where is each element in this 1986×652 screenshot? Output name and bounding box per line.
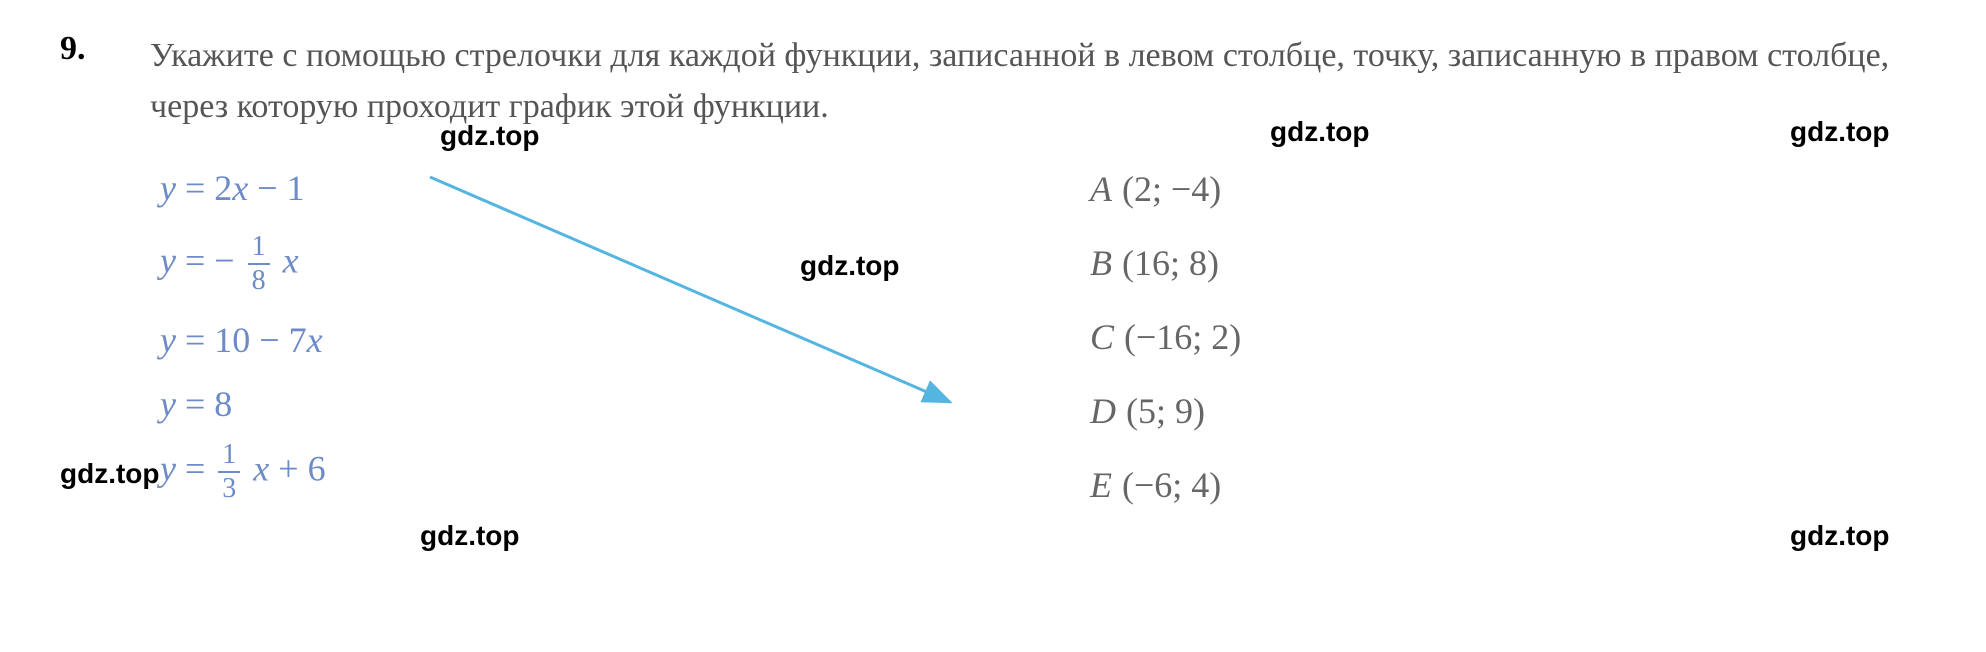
point-coords-2: (−16; 2) xyxy=(1124,316,1241,358)
point-row-3: D (5; 9) xyxy=(1090,374,1241,448)
watermark-6: gdz.top xyxy=(1790,520,1890,552)
watermark-2: gdz.top xyxy=(1790,116,1890,148)
watermark-4: gdz.top xyxy=(60,458,160,490)
point-label-1: B xyxy=(1090,242,1112,284)
point-row-1: B (16; 8) xyxy=(1090,226,1241,300)
func-text-3: y = 8 xyxy=(160,383,232,425)
point-label-3: D xyxy=(1090,390,1116,432)
point-row-0: A (2; −4) xyxy=(1090,152,1241,226)
frac-num-1: 1 xyxy=(248,233,270,265)
func-row-1: y = − 18 x xyxy=(160,224,650,304)
problem-container: 9. Укажите с помощью стрелочки для каждо… xyxy=(60,30,1926,522)
func-text-0: y = 2x − 1 xyxy=(160,167,305,209)
point-coords-1: (16; 8) xyxy=(1122,242,1219,284)
point-row-4: E (−6; 4) xyxy=(1090,448,1241,522)
frac-den-1: 8 xyxy=(248,265,270,295)
point-label-2: C xyxy=(1090,316,1114,358)
left-column: y = 2x − 1 y = − 18 x y = 10 − 7x y = 8 … xyxy=(150,152,650,522)
point-coords-4: (−6; 4) xyxy=(1122,464,1221,506)
func-row-3: y = 8 xyxy=(160,376,650,432)
func-text-4: y = 13 x + 6 xyxy=(160,441,326,503)
frac-num-4: 1 xyxy=(218,441,240,473)
watermark-0: gdz.top xyxy=(440,120,540,152)
point-coords-0: (2; −4) xyxy=(1122,168,1221,210)
watermark-5: gdz.top xyxy=(420,520,520,552)
right-column: A (2; −4) B (16; 8) C (−16; 2) D (5; 9) … xyxy=(650,152,1241,522)
frac-den-4: 3 xyxy=(218,473,240,503)
watermark-3: gdz.top xyxy=(800,250,900,282)
point-label-4: E xyxy=(1090,464,1112,506)
func-row-4: y = 13 x + 6 xyxy=(160,432,650,512)
columns: y = 2x − 1 y = − 18 x y = 10 − 7x y = 8 … xyxy=(150,152,1926,522)
func-row-0: y = 2x − 1 xyxy=(160,152,650,224)
problem-number: 9. xyxy=(60,30,110,522)
func-row-2: y = 10 − 7x xyxy=(160,304,650,376)
func-text-1: y = − 18 x xyxy=(160,233,299,295)
func-text-2: y = 10 − 7x xyxy=(160,319,323,361)
point-coords-3: (5; 9) xyxy=(1126,390,1205,432)
point-label-0: A xyxy=(1090,168,1112,210)
problem-body: Укажите с помощью стрелочки для каждой ф… xyxy=(150,30,1926,522)
point-row-2: C (−16; 2) xyxy=(1090,300,1241,374)
watermark-1: gdz.top xyxy=(1270,116,1370,148)
problem-text: Укажите с помощью стрелочки для каждой ф… xyxy=(150,30,1926,132)
